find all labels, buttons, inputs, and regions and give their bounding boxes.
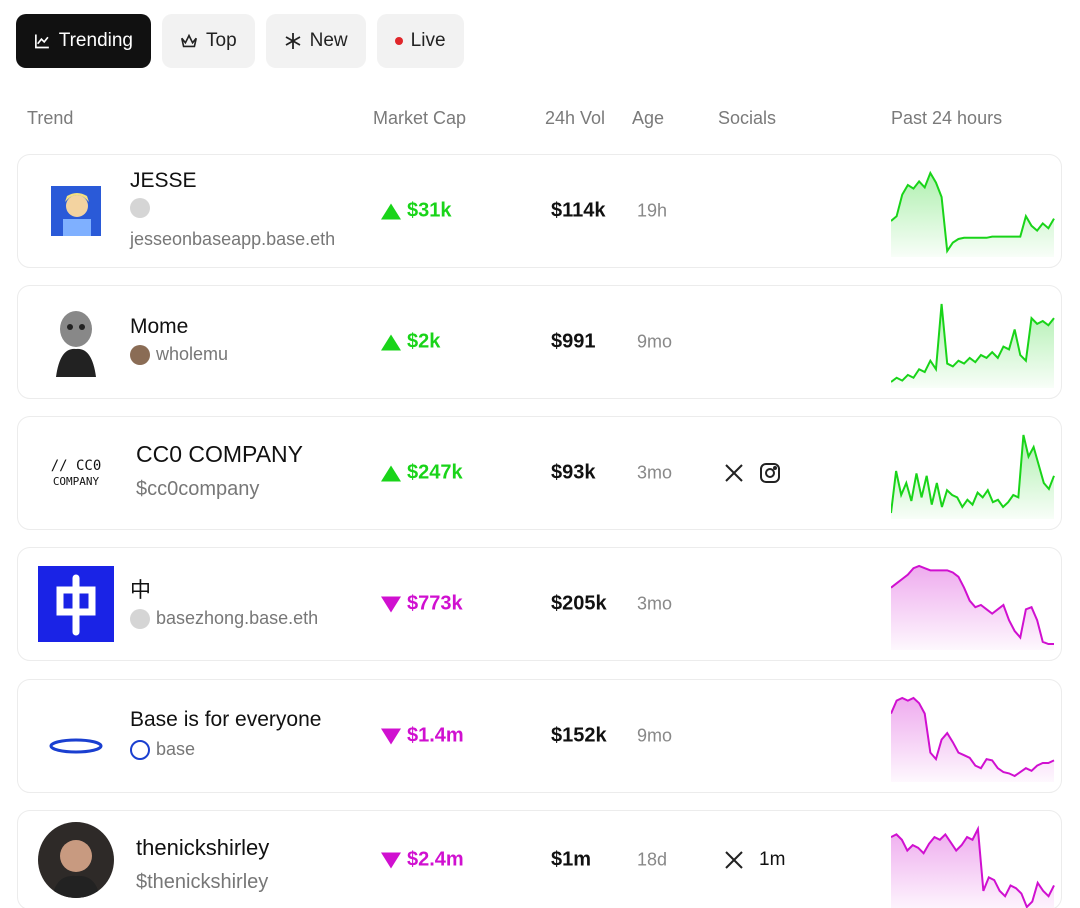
volume: $205k [551,592,607,615]
token-name[interactable]: JESSE [130,169,197,192]
up-arrow-icon [381,465,401,481]
volume: $1m [551,848,592,871]
col-past-24h: Past 24 hours [891,108,1003,128]
sparkline [891,170,1055,257]
tab-live-label: Live [410,30,446,51]
base-logo-icon [130,739,150,760]
sparkline-line [891,564,1054,645]
chart-line-icon [35,34,49,49]
table-row[interactable]: Mome wholemu $2k $991 9mo [17,285,1062,399]
token-avatar [38,698,114,774]
table-row[interactable]: JESSE jesseonbaseapp.base.eth $31k $114k… [17,154,1062,268]
token-handle[interactable]: $cc0company [136,478,260,500]
market-cap: $2k [381,331,440,354]
table-row[interactable]: Base is for everyone base $1.4m $152k 9m… [17,679,1062,793]
socials: 1m [723,849,785,871]
token-name[interactable]: Mome [130,315,189,338]
col-trend[interactable]: Trend [27,108,74,128]
sparkline [891,825,1055,908]
token-avatar [38,566,114,642]
creator-avatar [130,344,150,365]
sparkline [891,303,1055,388]
down-arrow-icon [381,728,401,744]
tab-live[interactable]: Live [376,14,464,68]
sparkline-line [891,696,1055,778]
up-arrow-icon [381,334,401,350]
age: 3mo [637,462,673,483]
filter-tabs: Trending Top New Live [16,14,464,68]
token-creator [130,198,150,218]
sparkline [891,696,1055,782]
tab-top-label: Top [206,30,237,51]
volume: $114k [551,199,606,222]
age: 18d [637,849,668,870]
col-market-cap[interactable]: Market Cap [373,108,467,128]
market-cap: $2.4m [381,849,464,872]
svg-text:// CC0: // CC0 [51,458,102,474]
token-name[interactable]: thenickshirley [136,835,270,860]
table-row[interactable]: 中 basezhong.base.eth $773k $205k 3mo [17,547,1062,661]
up-arrow-icon [381,203,401,219]
user-placeholder-icon [130,198,150,218]
sparkline-line [891,825,1055,908]
token-avatar: // CC0 COMPANY [38,435,114,511]
sparkline-line [891,434,1055,514]
token-name[interactable]: Base is for everyone [130,708,322,731]
market-cap: $1.4m [381,725,464,748]
col-socials: Socials [718,108,777,128]
age: 3mo [637,593,673,614]
social-count: 1m [759,849,786,870]
market-cap: $31k [381,200,452,223]
tab-trending[interactable]: Trending [16,14,151,68]
sparkline [891,564,1054,650]
age: 9mo [637,725,673,746]
token-handle[interactable]: jesseonbaseapp.base.eth [130,229,336,249]
socials [723,462,781,484]
sparkline-area [891,829,1054,908]
sparkline-line [891,303,1055,383]
sparkline-area [891,173,1054,257]
age: 19h [637,200,668,221]
tab-new[interactable]: New [265,14,366,68]
tab-trending-label: Trending [58,30,133,51]
col-age[interactable]: Age [632,108,665,128]
volume: $152k [551,724,607,747]
age: 9mo [637,331,673,352]
market-cap: $773k [381,593,463,616]
tab-new-label: New [309,30,348,51]
live-dot-icon [394,37,403,45]
token-handle[interactable]: $thenickshirley [136,871,269,893]
token-avatar [38,822,114,898]
table-row[interactable]: // CC0 COMPANY CC0 COMPANY $cc0company $2… [17,416,1062,530]
token-handle[interactable]: base [130,739,195,760]
asterisk-icon [285,33,301,49]
table-header: Trend Market Cap 24h Vol Age Socials Pas… [0,108,1080,130]
tab-top[interactable]: Top [162,14,255,68]
token-handle[interactable]: wholemu [130,344,228,365]
token-avatar [38,173,114,249]
col-volume[interactable]: 24h Vol [545,108,606,128]
crown-icon [181,33,197,48]
sparkline-area [891,435,1054,519]
down-arrow-icon [381,596,401,612]
sparkline [891,434,1055,519]
user-placeholder-icon [130,608,150,629]
token-name[interactable]: 中 [130,579,151,602]
instagram-icon[interactable] [759,462,781,484]
x-icon[interactable] [723,849,745,871]
volume: $93k [551,461,596,484]
token-name[interactable]: CC0 COMPANY [136,441,303,467]
sparkline-line [891,170,1055,254]
sparkline-area [891,304,1054,388]
table-row[interactable]: thenickshirley $thenickshirley $2.4m $1m… [17,810,1062,908]
x-icon[interactable] [723,462,745,484]
volume: $991 [551,330,596,353]
down-arrow-icon [381,852,401,868]
market-cap: $247k [381,462,463,485]
token-avatar [38,304,114,380]
sparkline-area [891,698,1054,782]
svg-text:COMPANY: COMPANY [53,475,100,488]
token-handle[interactable]: basezhong.base.eth [130,608,318,629]
